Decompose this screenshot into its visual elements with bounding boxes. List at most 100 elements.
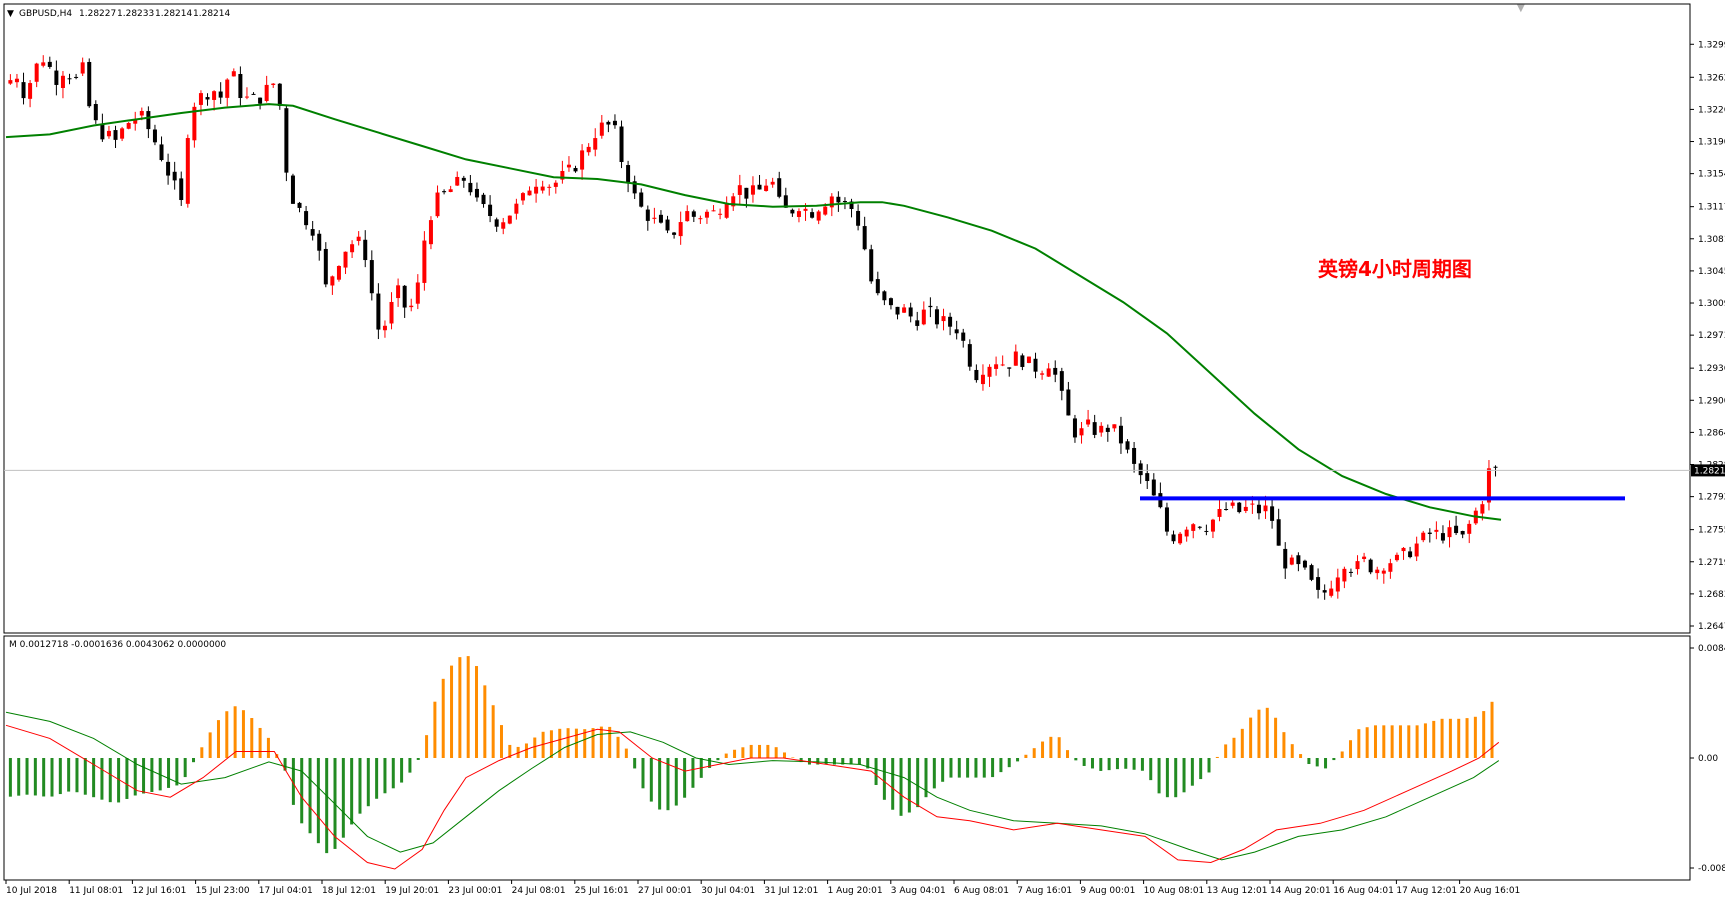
candle-body <box>507 215 512 224</box>
candle-body <box>645 209 650 221</box>
candle-body <box>948 316 953 327</box>
histogram-bar <box>1174 758 1178 798</box>
histogram-bar <box>758 744 762 758</box>
histogram-bar <box>1357 729 1361 758</box>
histogram-bar <box>907 758 911 813</box>
time-tick-label: 16 Aug 04:01 <box>1333 886 1394 896</box>
candle-body <box>1243 506 1248 511</box>
candle-body <box>934 309 939 325</box>
price-tick-label: 1.26830 <box>1698 590 1725 600</box>
candle-body <box>448 189 453 192</box>
candle-body <box>1467 523 1472 534</box>
histogram-bar <box>683 758 687 798</box>
histogram-bar <box>1299 754 1303 758</box>
time-tick-label: 31 Jul 12:01 <box>764 886 818 896</box>
candle-body <box>192 106 197 141</box>
candle-body <box>120 128 125 139</box>
histogram-bar <box>1340 751 1344 758</box>
histogram-bar <box>8 758 12 797</box>
chart-menu-arrow[interactable]: ▼ <box>7 9 14 19</box>
histogram-bar <box>1132 758 1136 770</box>
candle-body <box>1224 508 1229 510</box>
signal-line-red <box>5 724 1500 870</box>
price-tick-label: 1.28640 <box>1698 428 1725 438</box>
candle-body <box>777 178 782 197</box>
candle-body <box>737 185 742 195</box>
candle-body <box>1178 533 1183 544</box>
candle-body <box>422 240 427 283</box>
candle-body <box>902 307 907 313</box>
candle-body <box>836 196 841 203</box>
histogram-bar <box>766 744 770 758</box>
price-tick-label: 1.29730 <box>1698 331 1725 341</box>
candle-body <box>244 96 249 98</box>
histogram-bar <box>58 758 62 795</box>
candle-body <box>1263 505 1268 512</box>
histogram-bar <box>1290 744 1294 758</box>
candle-body <box>67 78 72 80</box>
candle-body <box>547 186 552 188</box>
time-tick-label: 10 Aug 08:01 <box>1144 886 1205 896</box>
histogram-bar <box>1398 725 1402 758</box>
price-y-axis: 1.32990 1.32620 1.32260 1.31900 1.31540 1.311… <box>1690 40 1725 632</box>
histogram-bar <box>924 758 928 798</box>
histogram-bar <box>1448 718 1452 758</box>
candle-body <box>882 291 887 301</box>
candle-body <box>1164 507 1169 532</box>
histogram-bar <box>1432 720 1436 758</box>
time-tick-label: 17 Aug 12:01 <box>1396 886 1457 896</box>
candle-body <box>179 178 184 201</box>
candle-body <box>1040 373 1045 375</box>
candle-body <box>415 282 420 304</box>
candle-body <box>1355 561 1360 570</box>
histogram-bar <box>649 758 653 802</box>
candle-body <box>1250 503 1255 505</box>
histogram-bar <box>216 720 220 758</box>
histogram-bar <box>133 758 137 796</box>
histogram-bar <box>916 758 920 808</box>
histogram-bar <box>1224 744 1228 758</box>
histogram-bar <box>241 710 245 758</box>
candle-body <box>225 79 230 98</box>
candle-body <box>1059 371 1064 391</box>
candle-body <box>1184 529 1189 537</box>
histogram-bar <box>608 726 612 758</box>
candle-body <box>172 171 177 181</box>
time-tick-label: 27 Jul 00:01 <box>638 886 692 896</box>
candle-body <box>100 123 105 140</box>
price-tick-label: 1.27920 <box>1698 493 1725 503</box>
candle-body <box>41 62 46 66</box>
histogram-bar <box>350 758 354 825</box>
candle-body <box>185 138 190 204</box>
candle-body <box>212 91 217 100</box>
histogram-bar <box>491 705 495 758</box>
histogram-bar <box>1066 750 1070 758</box>
candle-body <box>402 285 407 308</box>
time-tick-label: 9 Aug 00:01 <box>1080 886 1135 896</box>
candle-body <box>829 196 834 208</box>
histogram-bar <box>558 728 562 758</box>
candle-body <box>350 244 355 253</box>
histogram-bar <box>658 758 662 810</box>
histogram-bar <box>1274 717 1278 758</box>
candle-body <box>658 214 663 223</box>
histogram-bar <box>957 758 961 778</box>
histogram-bar <box>483 685 487 758</box>
time-tick-label: 13 Aug 12:01 <box>1207 886 1268 896</box>
histogram-bar <box>83 758 87 795</box>
histogram-bar <box>400 758 404 783</box>
candle-body <box>93 104 98 121</box>
histogram-bar <box>1207 758 1211 773</box>
histogram-bar <box>782 752 786 758</box>
candle-body <box>757 184 762 190</box>
candle-body <box>783 195 788 208</box>
time-tick-label: 25 Jul 16:01 <box>575 886 629 896</box>
candle-body <box>1309 565 1314 580</box>
candle-body <box>875 279 880 294</box>
candle-body <box>21 82 26 99</box>
candle-body <box>435 192 440 217</box>
histogram-bar <box>325 758 329 854</box>
candle-body <box>1026 356 1031 363</box>
candle-body <box>691 211 696 217</box>
candle-body <box>14 78 19 83</box>
